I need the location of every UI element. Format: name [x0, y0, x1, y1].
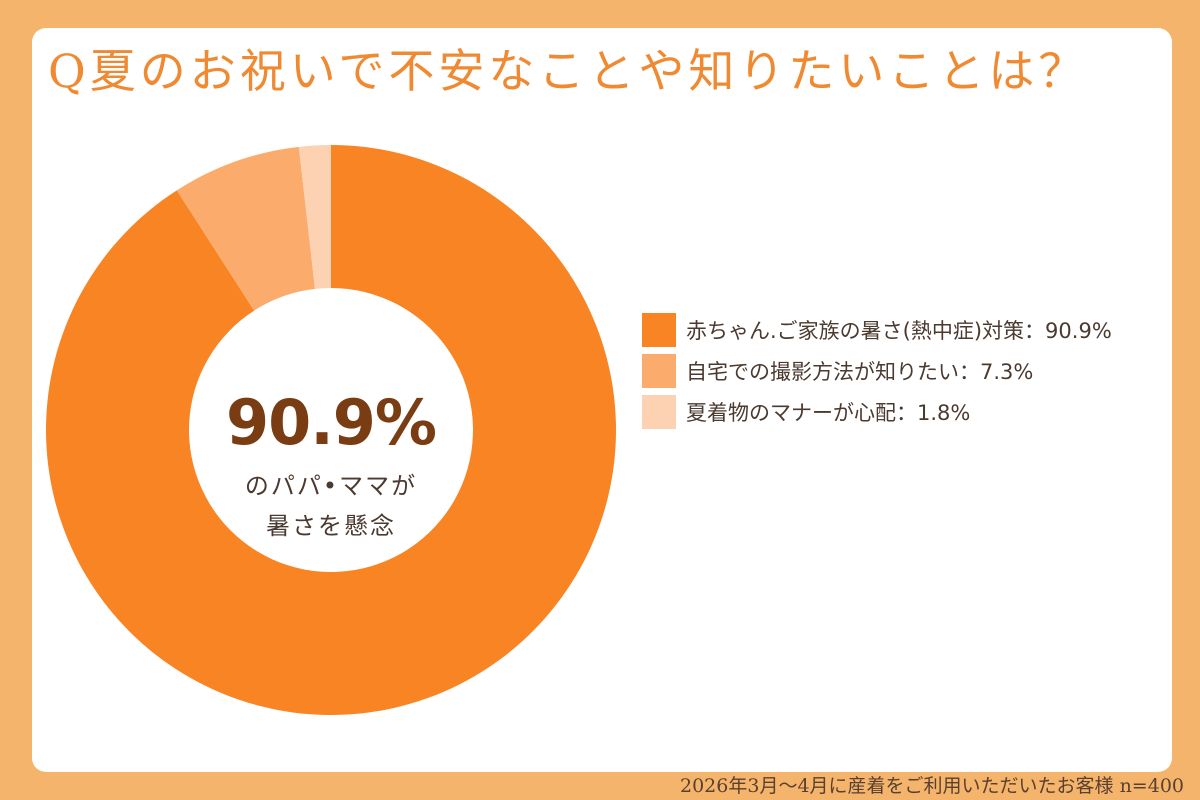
- donut-slice-2: [176, 146, 315, 311]
- legend-swatch: [642, 395, 676, 429]
- legend-label: 夏着物のマナーが心配：1.8%: [686, 401, 971, 425]
- legend-item: 夏着物のマナーが心配：1.8%: [642, 394, 1112, 430]
- center-value: 90.9%: [225, 386, 437, 459]
- survey-footnote: 2026年3月〜4月に産着をご利用いただいたお客様 n=400: [680, 775, 1184, 797]
- legend-item: 自宅での撮影方法が知りたい：7.3%: [642, 353, 1112, 389]
- donut-slice-1: [45, 145, 616, 715]
- chart-legend: 赤ちゃん.ご家族の暑さ(熱中症)対策：90.9% 自宅での撮影方法が知りたい：7…: [642, 312, 1112, 435]
- donut-slice-3: [298, 145, 331, 289]
- center-text-line1: のパパ•ママが: [244, 472, 418, 500]
- legend-swatch: [642, 354, 676, 388]
- legend-swatch: [642, 313, 676, 347]
- legend-label: 赤ちゃん.ご家族の暑さ(熱中症)対策：90.9%: [686, 319, 1112, 343]
- chart-title: Q夏のお祝いで不安なことや知りたいことは？: [48, 44, 1089, 98]
- legend-label: 自宅での撮影方法が知りたい：7.3%: [686, 360, 1034, 384]
- legend-item: 赤ちゃん.ご家族の暑さ(熱中症)対策：90.9%: [642, 312, 1112, 348]
- center-text-line2: 暑さを懸念: [266, 512, 396, 540]
